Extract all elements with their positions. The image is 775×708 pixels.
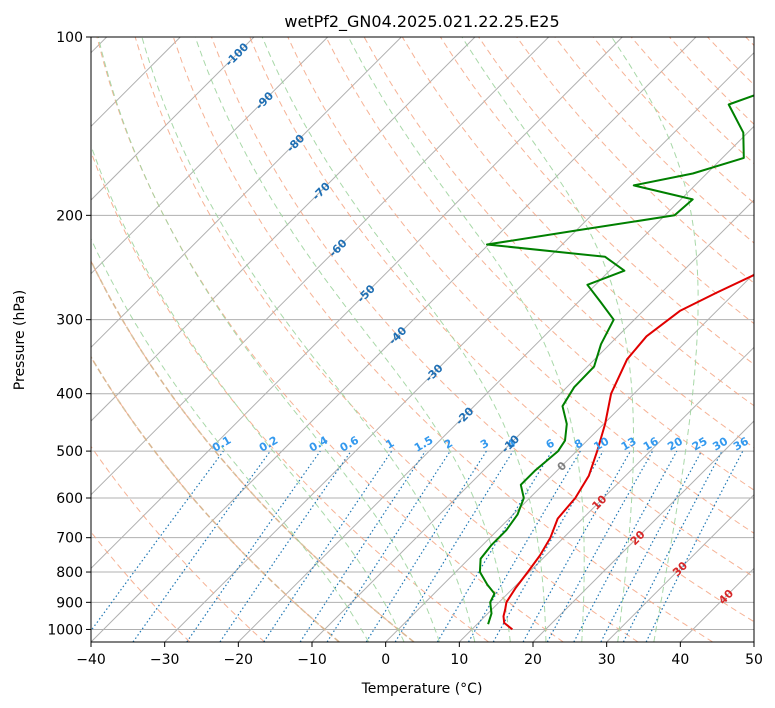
isotherm-line bbox=[91, 37, 697, 642]
mixing-ratio-line bbox=[573, 450, 678, 642]
isotherm-line bbox=[91, 37, 255, 201]
isotherm-line bbox=[385, 272, 754, 642]
x-tick-label: 10 bbox=[450, 652, 468, 668]
isotherm-line bbox=[91, 37, 476, 422]
y-tick-label: 1000 bbox=[47, 622, 83, 638]
x-axis: −40 −30 −20 −10 0 10 20 30 40 50 bbox=[76, 642, 763, 668]
theta-highlight-line bbox=[91, 355, 340, 642]
mixing-ratio-line bbox=[132, 450, 271, 642]
profile-series bbox=[478, 94, 754, 631]
mixing-ratio-line bbox=[263, 450, 393, 642]
isotherm-line bbox=[91, 37, 402, 349]
y-tick-label: 300 bbox=[56, 313, 83, 329]
y-tick-label: 700 bbox=[56, 531, 83, 547]
mixing-ratio-lines bbox=[91, 450, 744, 642]
plot-frame bbox=[90, 36, 755, 643]
mixing-ratio-line bbox=[326, 450, 451, 642]
isotherm-line bbox=[532, 420, 754, 642]
y-axis: 100 200 300 400 500 600 700 800 900 1000 bbox=[47, 30, 91, 638]
y-tick-label: 800 bbox=[56, 565, 83, 581]
moist-adiabat bbox=[194, 37, 511, 642]
skewed-isotherms bbox=[91, 37, 754, 642]
isotherm-line bbox=[91, 37, 550, 496]
isotherm-line bbox=[458, 346, 754, 642]
y-tick-label: 100 bbox=[56, 30, 83, 46]
temperature-profile-line bbox=[502, 273, 754, 631]
mixing-ratio-line bbox=[186, 450, 321, 642]
x-tick-label: −40 bbox=[76, 652, 106, 668]
theta-highlight-line bbox=[91, 259, 415, 642]
dry-adiabat bbox=[287, 37, 754, 534]
isotherm-line bbox=[91, 37, 329, 275]
moist-adiabat bbox=[611, 37, 699, 642]
mixing-ratio-line bbox=[522, 450, 632, 642]
dry-adiabat bbox=[172, 37, 713, 642]
x-axis-label: Temperature (°C) bbox=[361, 681, 483, 697]
mixing-ratio-line bbox=[91, 450, 224, 632]
pressure-grid bbox=[91, 37, 754, 630]
moist-adiabat bbox=[91, 237, 370, 642]
mixing-ratio-line bbox=[546, 450, 654, 642]
x-tick-label: −20 bbox=[224, 652, 254, 668]
x-tick-label: −10 bbox=[297, 652, 327, 668]
moist-adiabat bbox=[97, 37, 440, 642]
x-tick-label: 0 bbox=[381, 652, 390, 668]
isotherm-line bbox=[91, 37, 623, 570]
dewpoint-profile-line bbox=[478, 94, 754, 625]
dry-adiabat bbox=[249, 37, 754, 578]
dry-adiabats bbox=[91, 37, 754, 642]
x-tick-label: −30 bbox=[150, 652, 180, 668]
y-tick-label: 500 bbox=[56, 444, 83, 460]
mixing-ratio-line bbox=[645, 450, 744, 642]
x-tick-label: 50 bbox=[745, 652, 763, 668]
x-tick-label: 30 bbox=[598, 652, 616, 668]
y-tick-label: 200 bbox=[56, 208, 83, 224]
moist-adiabat bbox=[91, 144, 405, 642]
dry-adiabat bbox=[516, 37, 754, 284]
isotherm-line bbox=[606, 493, 754, 642]
dry-adiabat bbox=[91, 445, 265, 642]
y-tick-label: 600 bbox=[56, 491, 83, 507]
moist-adiabat bbox=[141, 37, 476, 642]
y-tick-label: 400 bbox=[56, 387, 83, 403]
dry-adiabat bbox=[325, 37, 754, 491]
x-tick-label: 40 bbox=[671, 652, 689, 668]
dry-adiabat bbox=[134, 37, 639, 642]
y-axis-label: Pressure (hPa) bbox=[12, 290, 28, 390]
mixing-ratio-line bbox=[394, 450, 514, 642]
x-tick-label: 20 bbox=[524, 652, 542, 668]
dry-adiabat bbox=[211, 37, 754, 623]
y-tick-label: 900 bbox=[56, 595, 83, 611]
mixing-ratio-line bbox=[299, 450, 426, 642]
chart-title: wetPf2_GN04.2025.021.22.25.E25 bbox=[284, 12, 559, 32]
mixing-ratio-line bbox=[219, 450, 352, 642]
moist-adiabat bbox=[461, 37, 634, 642]
moist-adiabat bbox=[261, 37, 547, 642]
